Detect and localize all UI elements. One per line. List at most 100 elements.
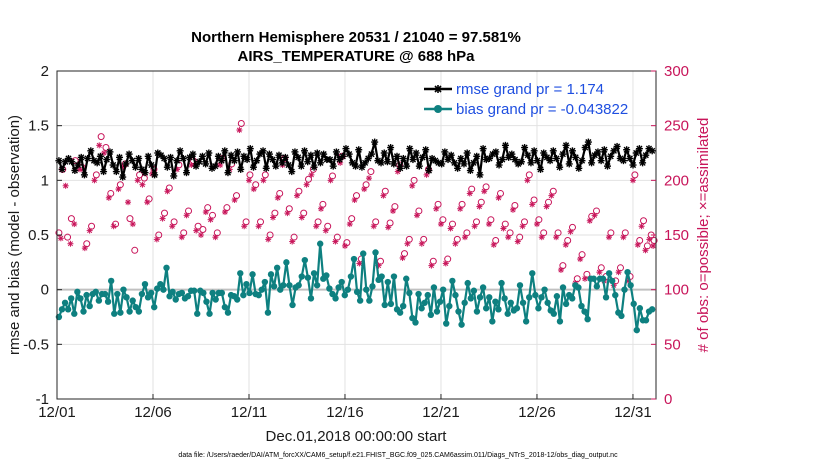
obs-assimilated-point [605, 234, 612, 241]
bias-point [642, 317, 650, 324]
bias-point [412, 319, 419, 326]
obs-assimilated-point [385, 224, 392, 231]
rmse-point [122, 160, 130, 168]
rmse-point [562, 141, 570, 149]
obs-assimilated-point [202, 209, 209, 216]
obs-assimilated-point [538, 234, 545, 241]
bias-point [507, 299, 514, 306]
obs-assimilated-point [193, 227, 200, 234]
obs-assimilated-point [642, 247, 649, 254]
bias-point [356, 297, 364, 304]
bias-point [590, 275, 597, 282]
rmse-point [648, 147, 656, 155]
bias-point [120, 286, 127, 293]
bias-point [529, 270, 536, 277]
obs-assimilated-point [548, 192, 555, 199]
bias-point [498, 279, 505, 287]
rmse-point [635, 145, 643, 153]
x-tick-label: 12/21 [422, 404, 460, 421]
bias-point [347, 273, 355, 280]
bias-point [501, 295, 508, 302]
bias-point [390, 273, 398, 280]
obs-assimilated-point [86, 227, 93, 234]
bias-point [233, 296, 241, 303]
y-tick-label-right: 50 [664, 336, 681, 353]
bias-point [71, 310, 78, 317]
obs-assimilated-point [265, 236, 272, 243]
bias-point [636, 305, 644, 312]
bias-point [353, 288, 361, 296]
obs-assimilated-point [245, 177, 252, 184]
bias-point [344, 286, 352, 293]
rmse-point [71, 166, 79, 174]
rmse-point [109, 161, 117, 169]
rmse-point [613, 142, 621, 150]
obs-assimilated-point [169, 223, 176, 230]
obs-assimilated-point [231, 197, 238, 204]
y-tick-label-right: 100 [664, 282, 689, 299]
obs-assimilated-point [634, 241, 641, 248]
bias-point [593, 283, 601, 290]
rmse-point [383, 158, 391, 166]
bias-point [421, 299, 428, 306]
obs-assimilated-point [327, 177, 334, 184]
bias-point [270, 283, 278, 290]
bias-point [504, 310, 511, 317]
bias-point [267, 271, 275, 278]
obs-assimilated-point [437, 221, 444, 228]
bias-point [648, 306, 656, 313]
rmse-point [559, 150, 567, 158]
rmse-point [345, 150, 353, 158]
obs-possible-point [367, 168, 375, 176]
rmse-point [412, 149, 420, 157]
bias-point [424, 291, 431, 299]
bias-point [147, 289, 155, 297]
obs-assimilated-point [567, 228, 574, 235]
obs-assimilated-point [164, 188, 171, 195]
rmse-point [604, 162, 612, 170]
y-tick-label-left: -1 [36, 391, 49, 408]
bias-point [396, 309, 404, 316]
obs-assimilated-point [289, 238, 296, 245]
obs-assimilated-point [96, 142, 103, 149]
rmse-point [422, 146, 430, 154]
rmse-point [294, 153, 302, 161]
obs-assimilated-point [57, 235, 64, 242]
x-tick-label: 12/06 [134, 404, 172, 421]
obs-possible-point [97, 133, 105, 141]
y-tick-label-left: 0.5 [28, 227, 49, 244]
bias-point [135, 308, 143, 315]
bias-point [406, 289, 413, 297]
bias-point [172, 296, 179, 303]
bias-point [341, 291, 348, 299]
rmse-point [281, 153, 289, 161]
bias-point [446, 302, 453, 310]
bias-point [609, 277, 616, 285]
rmse-point [173, 157, 181, 165]
bias-point [489, 318, 496, 325]
bias-point [221, 303, 229, 311]
bias-point [209, 289, 216, 297]
obs-assimilated-point [596, 269, 603, 276]
obs-assimilated-point [543, 203, 550, 210]
bias-point [157, 281, 164, 288]
bias-point [443, 320, 450, 327]
bias-point [111, 310, 118, 317]
obs-assimilated-point [139, 181, 146, 188]
bias-point [436, 298, 444, 305]
bias-point [264, 309, 272, 316]
rmse-point [310, 163, 318, 171]
rmse-point [533, 157, 541, 165]
rmse-point [96, 152, 104, 160]
bias-point [605, 270, 613, 277]
bias-point [452, 291, 459, 299]
bias-point [240, 291, 247, 299]
bias-point [569, 295, 576, 302]
rmse-series [55, 138, 656, 181]
rmse-point [642, 151, 650, 159]
rmse-point [371, 138, 379, 146]
obs-assimilated-point [433, 205, 440, 212]
rmse-point [594, 148, 602, 156]
bias-point [479, 284, 487, 291]
bias-point [129, 297, 136, 304]
